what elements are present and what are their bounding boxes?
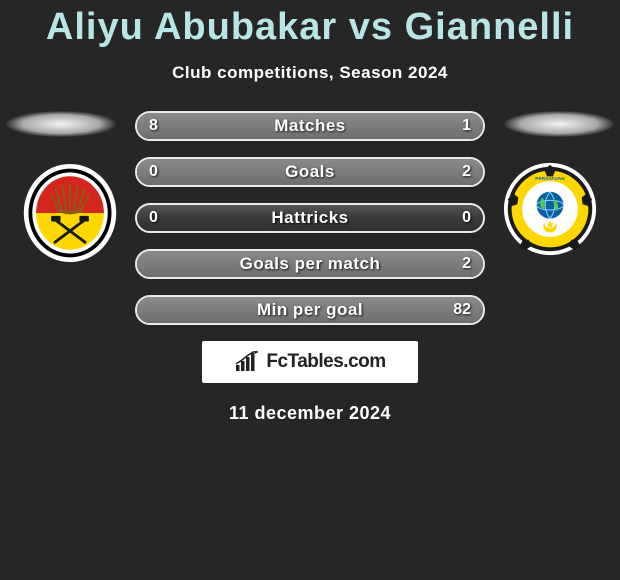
club-crest-left	[22, 163, 118, 263]
glow-right	[504, 111, 614, 137]
comparison-panel: PERSATUAN 81Matches 02Goals 00Hattricks 2Go…	[0, 111, 620, 424]
stat-label: Hattricks	[135, 203, 485, 233]
subtitle: Club competitions, Season 2024	[0, 63, 620, 83]
stat-label: Matches	[135, 111, 485, 141]
club-crest-right: PERSATUAN	[502, 159, 598, 259]
stat-row: 00Hattricks	[135, 203, 485, 233]
chart-icon	[234, 351, 260, 373]
stat-label: Goals per match	[135, 249, 485, 279]
stat-row: 02Goals	[135, 157, 485, 187]
brand-badge: FcTables.com	[202, 341, 418, 383]
stat-row: 82Min per goal	[135, 295, 485, 325]
stat-row: 2Goals per match	[135, 249, 485, 279]
stat-label: Goals	[135, 157, 485, 187]
stat-row: 81Matches	[135, 111, 485, 141]
brand-text: FcTables.com	[266, 351, 385, 373]
svg-text:PERSATUAN: PERSATUAN	[535, 176, 565, 182]
date-label: 11 december 2024	[0, 403, 620, 424]
glow-left	[6, 111, 116, 137]
stat-label: Min per goal	[135, 295, 485, 325]
stat-bars: 81Matches 02Goals 00Hattricks 2Goals per ma…	[135, 111, 485, 325]
comparison-title: Aliyu Abubakar vs Giannelli	[0, 0, 620, 49]
